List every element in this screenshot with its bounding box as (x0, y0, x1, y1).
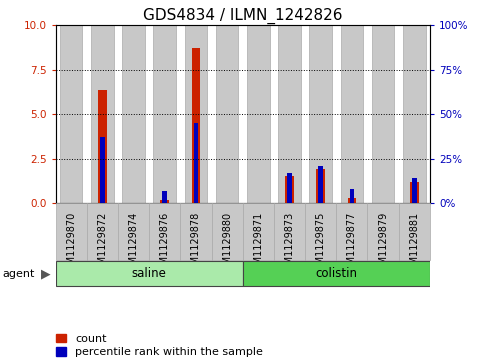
Text: GSM1129873: GSM1129873 (284, 212, 295, 277)
Bar (60, 25, 83, 203)
Text: colistin: colistin (315, 267, 357, 280)
Bar (305, 203, 336, 260)
Text: GSM1129875: GSM1129875 (316, 212, 326, 277)
Text: GSM1129870: GSM1129870 (66, 212, 76, 277)
Text: GSM1129872: GSM1129872 (98, 212, 107, 277)
Bar (368, 203, 398, 260)
Text: GSM1129881: GSM1129881 (409, 212, 419, 277)
Bar (285, 176, 294, 203)
Bar (56, 261, 242, 286)
Text: GSM1129874: GSM1129874 (128, 212, 139, 277)
Legend: count, percentile rank within the sample: count, percentile rank within the sample (57, 334, 263, 358)
Bar (100, 138, 105, 203)
Text: GSM1129878: GSM1129878 (191, 212, 201, 277)
Bar (287, 173, 292, 203)
Text: GSM1129876: GSM1129876 (160, 212, 170, 277)
Bar (403, 25, 426, 203)
Text: ▶: ▶ (41, 267, 51, 280)
Bar (372, 25, 394, 203)
Bar (194, 123, 198, 203)
Bar (242, 203, 274, 260)
Bar (274, 203, 305, 260)
Bar (278, 25, 301, 203)
Bar (149, 203, 180, 260)
Bar (410, 182, 419, 203)
Bar (348, 198, 356, 203)
Bar (350, 189, 354, 203)
Bar (98, 90, 107, 203)
Bar (91, 25, 114, 203)
Bar (316, 169, 325, 203)
Bar (212, 203, 242, 260)
Bar (318, 166, 323, 203)
Text: GSM1129880: GSM1129880 (222, 212, 232, 277)
Bar (192, 48, 200, 203)
Text: saline: saline (132, 267, 167, 280)
Bar (162, 191, 167, 203)
Bar (87, 203, 118, 260)
Bar (56, 203, 87, 260)
Bar (180, 203, 212, 260)
Bar (310, 25, 332, 203)
Bar (216, 25, 238, 203)
Text: GSM1129877: GSM1129877 (347, 212, 357, 277)
Bar (185, 25, 207, 203)
Bar (398, 203, 430, 260)
Bar (336, 203, 368, 260)
Bar (242, 261, 430, 286)
Bar (118, 203, 149, 260)
Bar (122, 25, 145, 203)
Text: agent: agent (2, 269, 35, 279)
Text: GSM1129879: GSM1129879 (378, 212, 388, 277)
Bar (160, 200, 169, 203)
Bar (154, 25, 176, 203)
Bar (247, 25, 270, 203)
Title: GDS4834 / ILMN_1242826: GDS4834 / ILMN_1242826 (143, 8, 342, 24)
Bar (341, 25, 363, 203)
Bar (412, 178, 417, 203)
Text: GSM1129871: GSM1129871 (253, 212, 263, 277)
